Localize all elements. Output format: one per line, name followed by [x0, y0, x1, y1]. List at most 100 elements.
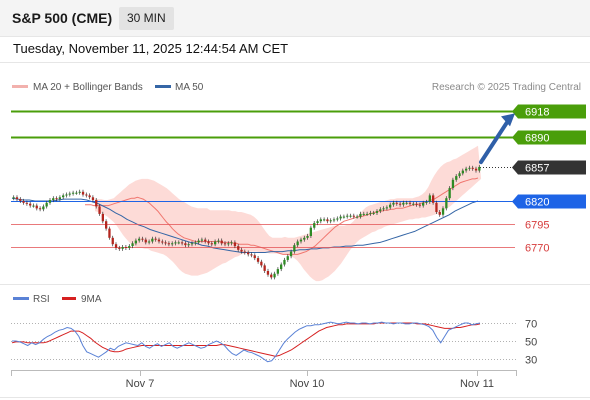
- candle-body: [194, 242, 197, 244]
- candle-body: [141, 238, 144, 240]
- candle-body: [180, 242, 184, 244]
- candle-body: [48, 200, 52, 203]
- timeframe-button[interactable]: 30 MIN: [119, 7, 174, 30]
- candle-body: [98, 206, 101, 214]
- candle-body: [389, 204, 392, 208]
- candle-body: [81, 191, 85, 195]
- candle-body: [171, 243, 174, 245]
- candle-body: [154, 238, 157, 240]
- rsi-panel: RSI 9MA 70 50 30: [11, 294, 537, 367]
- candle-body: [187, 244, 190, 246]
- candle-body: [22, 201, 25, 203]
- candle-body: [342, 216, 346, 218]
- level-tag-6857: [512, 160, 586, 175]
- header-bar: [0, 0, 590, 37]
- candle-body: [157, 239, 161, 242]
- candle-body: [105, 221, 108, 229]
- candle-body: [326, 219, 329, 222]
- candle-body: [382, 208, 385, 210]
- candle-body: [323, 219, 326, 221]
- candle-body: [372, 212, 375, 214]
- candle-body: [402, 202, 405, 205]
- candle-body: [65, 194, 68, 196]
- candle-body: [471, 167, 474, 169]
- x-tick-label: Nov 10: [290, 378, 325, 390]
- candle-body: [339, 216, 342, 219]
- candle-body: [35, 205, 38, 209]
- candle-body: [29, 203, 32, 206]
- rsi-tick-50: 50: [525, 337, 537, 349]
- instrument-title: S&P 500 (CME): [12, 10, 113, 26]
- candle-body: [356, 216, 359, 218]
- candle-body: [415, 203, 418, 205]
- rsi-tick-70: 70: [525, 319, 537, 331]
- candle-body: [309, 227, 312, 236]
- candle-body: [336, 218, 339, 220]
- candle-body: [365, 213, 369, 215]
- candle-body: [270, 274, 273, 278]
- rsi-legend-label: RSI: [33, 294, 50, 305]
- candle-body: [379, 209, 382, 212]
- candle-body: [78, 191, 81, 193]
- candle-body: [131, 243, 134, 247]
- candle-body: [319, 219, 322, 222]
- candle-body: [280, 264, 283, 270]
- ma50-legend-label: MA 50: [175, 82, 204, 93]
- candle-body: [128, 246, 131, 248]
- candle-body: [114, 244, 118, 248]
- target-arrow-shaft: [479, 117, 511, 165]
- rsi-ma-legend-swatch: [62, 297, 76, 300]
- rsi-tick-30: 30: [525, 355, 537, 367]
- candle-body: [227, 243, 230, 245]
- ma50-legend-swatch: [155, 85, 171, 88]
- level-label-6857: 6857: [525, 163, 549, 175]
- candle-body: [138, 238, 141, 241]
- candle-body: [346, 215, 349, 217]
- candle-body: [468, 167, 471, 169]
- candle-body: [32, 205, 35, 207]
- candle-body: [55, 198, 58, 200]
- candle-body: [111, 237, 114, 245]
- x-tick-label: Nov 7: [126, 378, 155, 390]
- candle-body: [398, 203, 402, 205]
- candle-body: [455, 176, 458, 180]
- candle-body: [45, 202, 48, 207]
- candle-body: [220, 240, 223, 244]
- candle-body: [428, 195, 431, 202]
- candle-body: [316, 221, 319, 223]
- level-label-6918: 6918: [525, 107, 549, 119]
- candle-body: [75, 192, 78, 194]
- candle-body: [25, 202, 28, 204]
- candle-body: [405, 202, 408, 204]
- candle-body: [121, 247, 124, 249]
- candle-body: [101, 213, 104, 222]
- candle-body: [253, 255, 256, 259]
- candle-body: [58, 197, 61, 200]
- level-label-6770: 6770: [525, 243, 549, 255]
- candle-body: [296, 241, 299, 246]
- candle-body: [210, 243, 213, 245]
- candle-body: [435, 202, 438, 212]
- candle-body: [303, 237, 306, 240]
- candle-body: [392, 202, 395, 205]
- price-legend: MA 20 + Bollinger Bands MA 50 Research ©…: [12, 82, 581, 93]
- candle-body: [177, 242, 180, 244]
- candle-body: [352, 215, 355, 217]
- candle-body: [243, 251, 246, 253]
- ma20-legend-label: MA 20 + Bollinger Bands: [33, 82, 143, 93]
- candle-body: [174, 242, 177, 244]
- candle-body: [12, 197, 15, 199]
- candle-body: [144, 239, 147, 243]
- level-label-6820: 6820: [525, 197, 549, 209]
- candle-body: [95, 200, 98, 207]
- candle-body: [293, 245, 296, 252]
- candle-body: [369, 212, 372, 214]
- candle-body: [91, 197, 95, 201]
- candle-body: [408, 202, 412, 204]
- candle-body: [266, 271, 270, 275]
- candle-body: [425, 201, 428, 203]
- candle-body: [151, 238, 154, 242]
- rsi-legend-swatch: [13, 297, 29, 300]
- candle-body: [362, 213, 365, 215]
- candle-body: [273, 273, 276, 278]
